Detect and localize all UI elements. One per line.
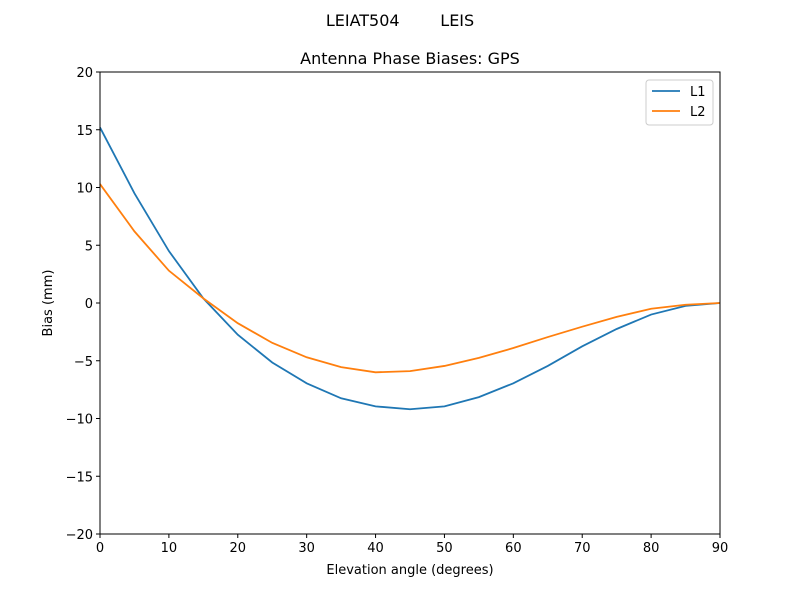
series-line-l1	[99, 127, 721, 411]
y-tick-label: 15	[76, 124, 93, 139]
y-axis-label: Bias (mm)	[41, 270, 56, 337]
x-tick-label: 40	[367, 541, 384, 556]
y-tick-label: 10	[76, 182, 93, 197]
x-tick-label: 50	[436, 541, 453, 556]
x-tick-label: 30	[298, 541, 315, 556]
legend-label-l2: L2	[690, 105, 706, 120]
chart-title: Antenna Phase Biases: GPS	[300, 49, 520, 68]
y-tick-label: 20	[76, 66, 93, 81]
x-tick-label: 60	[505, 541, 522, 556]
y-tick-label: −15	[66, 470, 93, 485]
y-tick-label: 0	[85, 297, 93, 312]
x-tick-label: 70	[574, 541, 591, 556]
x-tick-label: 90	[712, 541, 729, 556]
figure-suptitle: LEIAT504 LEIS	[326, 11, 474, 30]
x-tick-label: 20	[230, 541, 247, 556]
plot-frame	[99, 71, 721, 535]
x-tick-label: 0	[96, 541, 104, 556]
x-tick-label: 80	[643, 541, 660, 556]
y-tick-label: 5	[85, 239, 93, 254]
x-axis-label: Elevation angle (degrees)	[326, 563, 493, 578]
x-tick-label: 10	[161, 541, 178, 556]
y-tick-label: −10	[66, 413, 93, 428]
series-line-l2	[99, 183, 721, 374]
y-tick-label: −20	[66, 528, 93, 543]
y-tick-label: −5	[74, 355, 93, 370]
legend-label-l1: L1	[690, 85, 706, 100]
